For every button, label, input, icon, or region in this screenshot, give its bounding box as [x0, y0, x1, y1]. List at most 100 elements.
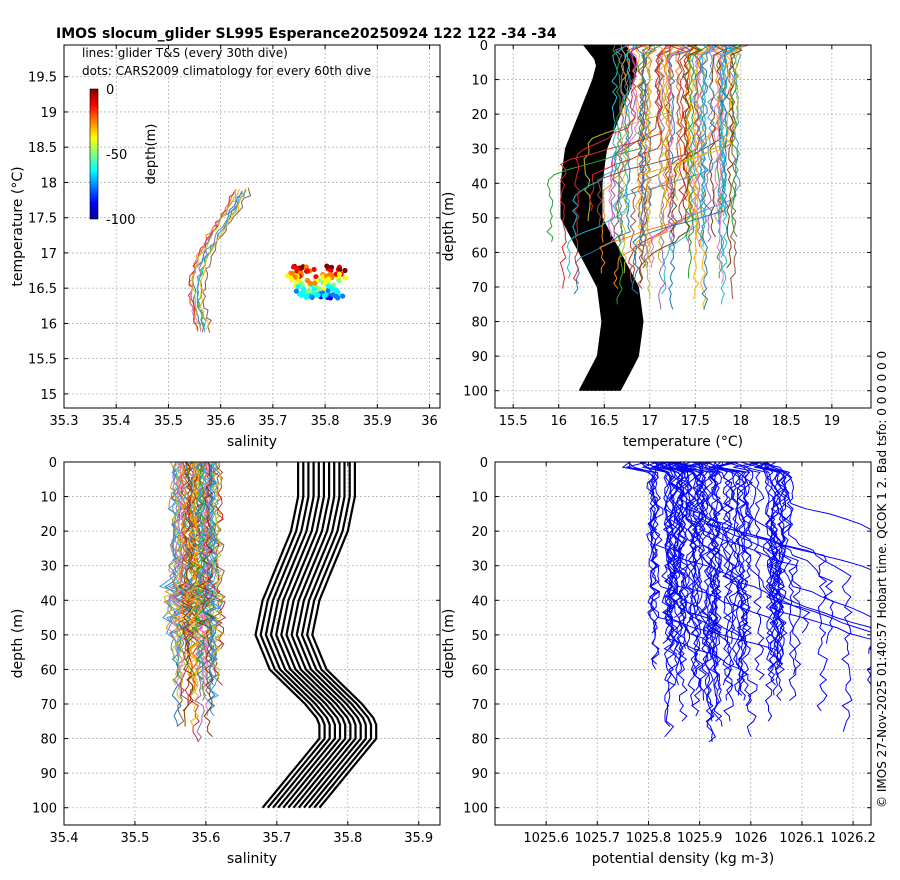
climatology-temperature-profile	[589, 45, 633, 392]
y-tick-label: 10	[471, 491, 488, 506]
climatology-dot	[284, 273, 290, 279]
climatology-temperature-profile	[570, 45, 614, 392]
y-tick-label: 17	[40, 247, 57, 262]
climatology-temperature-profile	[581, 45, 625, 392]
climatology-salinity-profile	[305, 462, 373, 809]
glider-density-profile	[697, 462, 717, 639]
climatology-dot	[342, 267, 348, 274]
glider-temperature-profile	[726, 45, 743, 269]
y-tick-label: 30	[471, 560, 488, 575]
climatology-salinity-profile	[300, 462, 367, 809]
glider-density-profile	[684, 462, 802, 675]
climatology-dot	[328, 284, 335, 291]
glider-salinity-profile	[186, 462, 203, 696]
glider-salinity-profile	[166, 462, 186, 670]
y-tick-label: 70	[40, 698, 57, 713]
climatology-dot	[335, 295, 341, 301]
plot-area	[187, 187, 348, 333]
figure-title: IMOS slocum_glider SL995 Esperance202509…	[56, 26, 557, 42]
y-tick-label: 100	[32, 802, 57, 817]
y-tick-label: 20	[471, 108, 488, 123]
legend-text-dots: dots: CARS2009 climatology for every 60t…	[82, 64, 371, 78]
climatology-temperature-profile	[562, 45, 606, 392]
y-tick-label: 0	[480, 39, 488, 54]
y-tick-label: 60	[40, 663, 57, 678]
climatology-temperature-profile	[597, 45, 641, 392]
glider-temperature-profile	[631, 45, 737, 295]
glider-ts-line	[196, 190, 243, 333]
y-tick-label: 20	[471, 525, 488, 540]
glider-temperature-profile	[599, 45, 701, 274]
climatology-temperature-profile	[592, 45, 636, 392]
glider-temperature-profile	[655, 45, 666, 264]
y-axis-label: depth (m)	[10, 609, 26, 679]
side-note: © IMOS 27-Nov-2025 01:40:57 Hobart time.…	[875, 351, 889, 808]
x-tick-label: 16	[550, 414, 567, 429]
y-tick-label: 0	[49, 456, 57, 471]
climatology-dot	[303, 294, 309, 300]
plot-area	[158, 462, 378, 809]
y-tick-label: 90	[471, 350, 488, 365]
glider-temperature-profile	[718, 45, 732, 217]
plot-area	[621, 462, 871, 743]
x-tick-label: 17	[641, 414, 658, 429]
glider-temperature-profile	[635, 45, 647, 248]
y-tick-label: 0	[480, 456, 488, 471]
glider-density-profile	[682, 462, 698, 706]
glider-temperature-profile	[700, 45, 711, 310]
axes-frame	[63, 461, 441, 826]
glider-density-profile	[656, 462, 675, 727]
y-tick-label: 100	[463, 385, 488, 400]
climatology-dot	[324, 263, 330, 269]
glider-temperature-profile	[699, 45, 714, 222]
climatology-temperature-profile	[565, 45, 609, 392]
climatology-dot	[330, 292, 336, 298]
glider-temperature-profile	[729, 45, 743, 238]
glider-density-profile	[628, 462, 658, 634]
glider-ts-line	[196, 189, 246, 332]
colorbar-tick: 0	[106, 83, 114, 98]
glider-density-profile	[740, 462, 779, 644]
y-tick-label: 50	[471, 629, 488, 644]
climatology-dot	[307, 280, 313, 286]
glider-temperature-profile	[596, 45, 710, 227]
glider-temperature-profile	[614, 45, 630, 243]
climatology-salinity-profile	[295, 462, 362, 809]
colorbar-label: depth(m)	[144, 124, 159, 185]
glider-density-profile	[708, 462, 722, 691]
climatology-salinity-profile	[269, 462, 336, 809]
climatology-salinity-profile	[280, 462, 347, 809]
glider-temperature-profile	[666, 45, 684, 243]
glider-density-profile	[743, 462, 777, 722]
climatology-temperature-profile	[574, 45, 618, 392]
climatology-dot	[340, 293, 346, 299]
glider-temperature-profile	[612, 45, 676, 243]
salinity-profile-plot: 35.4 35.5 35.6 35.7 35.8 35.9 0 10 20 30 40 50 60 70 8…	[10, 456, 441, 867]
glider-density-profile	[669, 462, 688, 649]
climatology-salinity-profile	[254, 462, 321, 809]
glider-density-profile	[708, 462, 741, 670]
glider-salinity-profile	[185, 462, 203, 727]
y-tick-label: 90	[40, 767, 57, 782]
x-tick-label: 35.9	[404, 831, 433, 846]
x-tick-label: 19	[824, 414, 841, 429]
glider-density-profile	[764, 462, 835, 644]
y-tick-label: 50	[40, 629, 57, 644]
glider-temperature-profile	[566, 45, 639, 279]
y-tick-label: 100	[463, 802, 488, 817]
glider-temperature-profile	[684, 45, 704, 243]
y-tick-label: 60	[471, 246, 488, 261]
glider-salinity-profile	[196, 462, 214, 738]
y-axis-label: depth (m)	[441, 192, 457, 262]
glider-ts-line	[191, 189, 240, 330]
glider-salinity-profile	[163, 462, 182, 686]
climatology-dot	[307, 288, 313, 294]
y-tick-label: 15	[40, 388, 57, 403]
climatology-temperature-profile	[582, 45, 626, 392]
x-tick-label: 35.9	[363, 414, 392, 429]
glider-density-profile	[732, 462, 871, 629]
climatology-salinity-profile	[311, 462, 378, 809]
glider-ts-line	[199, 188, 247, 331]
climatology-dot	[299, 292, 305, 298]
